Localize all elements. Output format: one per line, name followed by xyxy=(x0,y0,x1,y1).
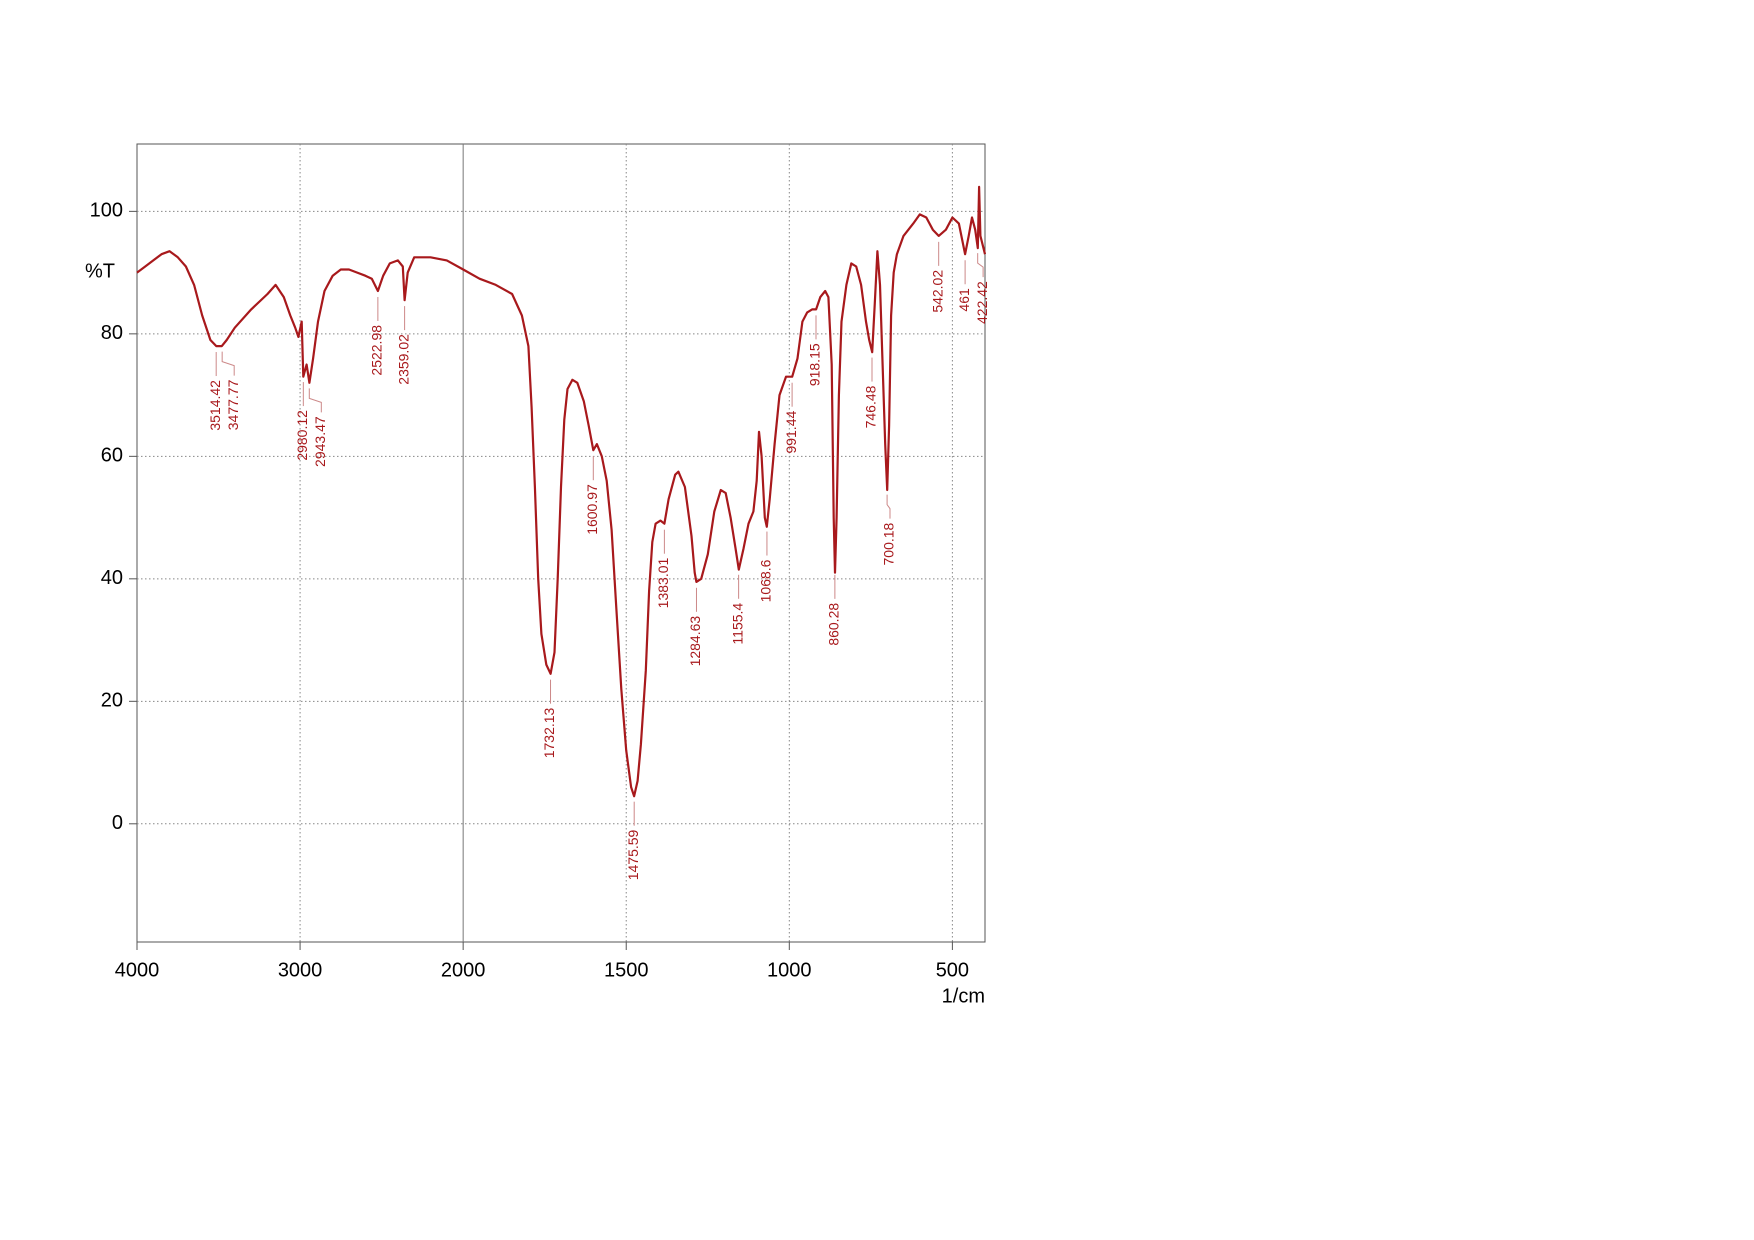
peak-label: 1732.13 xyxy=(541,707,557,758)
peak-label: 700.18 xyxy=(881,522,897,565)
peak-label: 542.02 xyxy=(929,270,945,313)
x-tick-label: 4000 xyxy=(115,959,160,981)
x-tick-label: 1000 xyxy=(767,959,812,981)
peak-label: 1383.01 xyxy=(655,557,671,608)
y-tick-label: 40 xyxy=(101,567,123,589)
x-tick-label: 3000 xyxy=(278,959,323,981)
y-tick-label: 100 xyxy=(90,200,123,222)
peak-leader xyxy=(886,494,891,519)
peak-label: 746.48 xyxy=(863,385,879,428)
y-tick-label: 0 xyxy=(112,812,123,834)
y-axis-label: %T xyxy=(85,260,115,282)
peak-label: 2980.12 xyxy=(294,410,310,461)
peak-label: 461 xyxy=(956,288,972,312)
peak-label: 422.42 xyxy=(974,281,990,324)
peak-label: 1068.6 xyxy=(758,559,774,602)
peak-label: 2522.98 xyxy=(369,325,385,376)
peak-label: 2359.02 xyxy=(395,334,411,385)
peak-label: 918.15 xyxy=(807,343,823,386)
x-tick-label: 500 xyxy=(936,959,969,981)
peak-leader xyxy=(308,388,322,413)
peak-label: 991.44 xyxy=(783,411,799,454)
x-tick-label: 2000 xyxy=(441,959,486,981)
y-tick-label: 80 xyxy=(101,322,123,344)
peak-label: 1284.63 xyxy=(687,616,703,667)
peak-leader xyxy=(977,253,984,278)
peak-leader xyxy=(221,351,235,376)
plot-frame xyxy=(136,143,986,943)
peak-label: 1155.4 xyxy=(729,603,745,645)
spectrum-line xyxy=(136,185,987,798)
peak-label: 2943.47 xyxy=(312,416,328,467)
x-tick-label: 1500 xyxy=(604,959,649,981)
peak-label: 3477.77 xyxy=(225,379,241,430)
y-tick-label: 60 xyxy=(101,445,123,467)
peak-label: 3514.42 xyxy=(207,380,223,431)
x-axis-label: 1/cm xyxy=(942,985,985,1007)
peak-label: 1600.97 xyxy=(584,484,600,535)
y-tick-label: 20 xyxy=(101,690,123,712)
peak-label: 1475.59 xyxy=(625,829,641,880)
peak-label: 860.28 xyxy=(826,603,842,646)
